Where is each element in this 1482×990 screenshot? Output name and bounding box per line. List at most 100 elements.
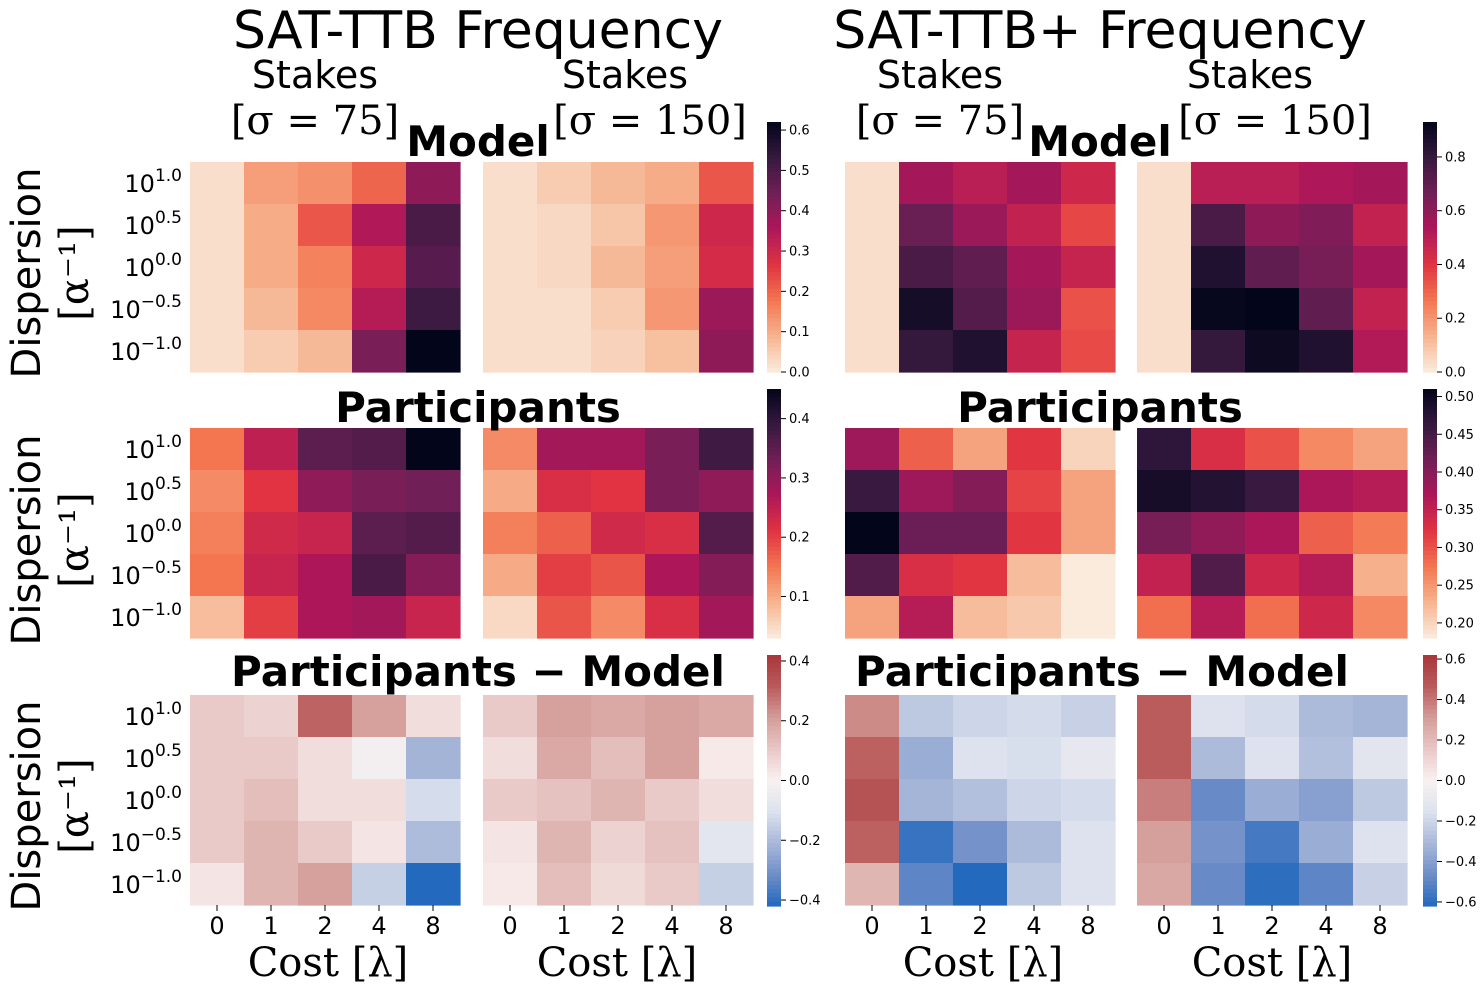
x-tick-label: 4 <box>371 912 386 940</box>
heatmap-cell <box>1191 596 1246 639</box>
colorbar-segment <box>767 663 781 669</box>
heatmap-cell <box>537 162 592 205</box>
stakes-sigma-3: [σ = 75] <box>856 98 1024 144</box>
x-tick-label: 0 <box>209 912 224 940</box>
colorbar-segment <box>1423 342 1437 348</box>
colorbar-segment <box>1423 550 1437 556</box>
colorbar-segment <box>767 772 781 777</box>
colorbar-segment <box>767 659 781 664</box>
x-tick-label: 4 <box>1026 912 1041 940</box>
colorbar-segment <box>767 839 781 844</box>
colorbar-segment <box>767 434 781 440</box>
colorbar-segment <box>1423 317 1437 323</box>
heatmap-cell <box>699 246 754 289</box>
heatmap-cell <box>845 162 900 205</box>
colorbar-segment <box>1423 747 1437 752</box>
heatmap-cell <box>1299 737 1354 780</box>
colorbar-segment <box>767 684 781 690</box>
colorbar-segment <box>1423 430 1437 436</box>
colorbar-segment <box>1423 780 1437 786</box>
heatmap-cell <box>645 204 700 247</box>
colorbar-segment <box>1423 409 1437 415</box>
colorbar-segment <box>767 230 781 236</box>
colorbar-segment <box>767 818 781 823</box>
colorbar-segment <box>767 213 781 219</box>
colorbar-segment <box>767 488 781 494</box>
heatmap-cell <box>1245 737 1300 780</box>
colorbar-segment <box>767 588 781 593</box>
heatmap-panel <box>845 162 1116 373</box>
heatmap-panel <box>190 428 461 639</box>
heatmap-cell <box>845 554 900 597</box>
heatmap-cell <box>1353 512 1408 555</box>
colorbar-segment <box>1423 213 1437 219</box>
heatmap-cell <box>1299 779 1354 822</box>
heatmap-cell <box>645 288 700 331</box>
heatmap-cell <box>845 470 900 513</box>
colorbar-segment <box>1423 559 1437 564</box>
heatmap-cell <box>953 428 1008 471</box>
heatmap-cell <box>699 863 754 906</box>
colorbar-segment <box>1423 501 1437 506</box>
colorbar-segment <box>1423 788 1437 794</box>
colorbar-segment <box>1423 705 1437 710</box>
colorbar-segment <box>767 538 781 544</box>
colorbar-segment <box>1423 367 1437 373</box>
heatmap-cell <box>244 162 299 205</box>
row-title-difference-right: Participants − Model <box>855 647 1349 696</box>
colorbar-segment <box>1423 197 1437 202</box>
colorbar-segment <box>1423 567 1437 573</box>
heatmap-cell <box>244 428 299 471</box>
colorbar-tick-label: 0.4 <box>789 654 810 669</box>
colorbar-segment <box>767 525 781 531</box>
heatmap-panels <box>190 162 1408 906</box>
colorbar-segment <box>767 363 781 369</box>
colorbar-segment <box>1423 155 1437 161</box>
heatmap-cell <box>298 737 353 780</box>
heatmap-cell <box>953 512 1008 555</box>
heatmap-cell <box>1137 863 1192 906</box>
heatmap-cell <box>298 470 353 513</box>
colorbar-segment <box>1423 818 1437 823</box>
colorbar-segment <box>1423 872 1437 878</box>
heatmap-cell <box>1299 821 1354 864</box>
stakes-sigma-2: [σ = 150] <box>553 98 747 144</box>
colorbar-segment <box>767 122 781 127</box>
colorbar-segment <box>1423 692 1437 698</box>
heatmap-cell <box>1061 512 1116 555</box>
xlabel-2: Cost [λ] <box>537 940 698 986</box>
colorbars: 0.00.10.20.30.40.50.60.00.20.40.60.80.10… <box>767 122 1477 910</box>
colorbar-tick-label: 0.6 <box>789 124 810 139</box>
heatmap-cell <box>591 821 646 864</box>
x-tick-label: 2 <box>610 912 625 940</box>
heatmap-cell <box>1007 288 1062 331</box>
colorbar-segment <box>767 426 781 432</box>
colorbar-segment <box>767 188 781 194</box>
heatmap-cell <box>899 330 954 373</box>
heatmap-cell <box>190 428 245 471</box>
colorbar-segment <box>767 126 781 131</box>
colorbar-segment <box>767 876 781 882</box>
heatmap-cell <box>645 863 700 906</box>
heatmap-cell <box>244 204 299 247</box>
heatmap-cell <box>1245 330 1300 373</box>
colorbar-segment <box>767 692 781 698</box>
heatmap-cell <box>1061 204 1116 247</box>
colorbar-tick-label: 0.4 <box>789 204 810 219</box>
heatmap-cell <box>1191 821 1246 864</box>
heatmap-cell <box>1007 162 1062 205</box>
row-title-model-left: Model <box>406 117 550 166</box>
heatmap-cell <box>1353 246 1408 289</box>
colorbar-segment <box>767 813 781 819</box>
colorbar-tick-label: 0.0 <box>789 366 810 381</box>
x-tick-label: 8 <box>1080 912 1095 940</box>
colorbar-segment <box>1423 751 1437 756</box>
colorbar-segment <box>1423 138 1437 144</box>
colorbar-segment <box>1423 309 1437 315</box>
colorbar-segment <box>767 751 781 756</box>
colorbar-segment <box>767 713 781 719</box>
colorbar-segment <box>767 134 781 140</box>
x-tick-label: 8 <box>1372 912 1387 940</box>
heatmap-cell <box>1299 162 1354 205</box>
heatmap-cell <box>953 596 1008 639</box>
